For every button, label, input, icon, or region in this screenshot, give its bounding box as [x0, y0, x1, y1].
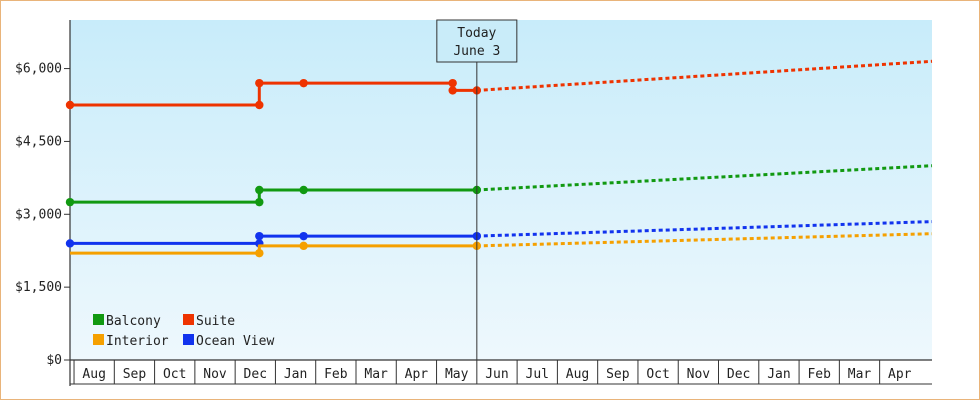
x-tick-label: May	[445, 367, 469, 382]
data-point	[65, 239, 75, 248]
y-tick-label: $0	[46, 353, 62, 368]
series-line	[70, 244, 477, 255]
legend-swatch	[93, 334, 104, 345]
x-tick-label: Jun	[485, 367, 508, 382]
x-tick-label: Feb	[324, 367, 348, 382]
legend-label: Ocean View	[196, 334, 274, 349]
x-tick-label: Jul	[526, 367, 549, 382]
data-point	[299, 78, 308, 88]
x-tick-label: Jan	[767, 367, 790, 382]
x-tick-label: Nov	[687, 367, 711, 382]
data-point	[255, 78, 264, 88]
data-point	[448, 78, 457, 88]
x-tick-label: Mar	[364, 367, 388, 382]
x-tick-label: Jan	[284, 367, 307, 382]
legend-label: Suite	[196, 314, 235, 329]
today-box	[436, 19, 518, 63]
x-tick-label: Mar	[848, 367, 872, 382]
x-tick-label: Nov	[203, 367, 227, 382]
data-point	[255, 100, 264, 110]
legend-label: Interior	[106, 334, 169, 349]
legend-swatch	[183, 334, 194, 345]
data-point	[255, 197, 264, 207]
series-forecast-line	[476, 164, 933, 192]
x-tick-label: Feb	[807, 367, 831, 382]
data-point	[255, 185, 264, 195]
y-tick-label: $6,000	[15, 62, 62, 77]
today-label: Today	[457, 26, 496, 41]
y-tick-label: $1,500	[15, 280, 62, 295]
series-forecast-line	[476, 59, 933, 92]
x-tick-label: Dec	[727, 367, 750, 382]
y-tick-label: $4,500	[15, 134, 62, 149]
legend-swatch	[93, 314, 104, 325]
data-point	[448, 86, 457, 95]
x-tick-label: Sep	[123, 367, 147, 382]
legend-swatch	[183, 314, 194, 325]
y-tick-label: $3,000	[15, 207, 62, 222]
series-forecast-line	[476, 232, 933, 248]
x-tick-label: Dec	[244, 367, 267, 382]
today-date: June 3	[453, 44, 500, 59]
data-point	[65, 100, 75, 110]
data-point	[255, 248, 264, 258]
x-tick-label: Apr	[405, 367, 429, 382]
x-tick-label: Aug	[82, 367, 105, 382]
x-tick-label: Sep	[606, 367, 630, 382]
data-point	[65, 197, 75, 207]
series-forecast-line	[476, 220, 933, 238]
data-point	[299, 231, 308, 241]
x-tick-label: Aug	[566, 367, 589, 382]
legend-label: Balcony	[106, 314, 161, 329]
data-point	[255, 231, 264, 241]
data-point	[299, 185, 308, 195]
x-tick-label: Oct	[646, 367, 669, 382]
data-point	[299, 241, 308, 251]
x-tick-label: Oct	[163, 367, 186, 382]
x-tick-label: Apr	[888, 367, 912, 382]
